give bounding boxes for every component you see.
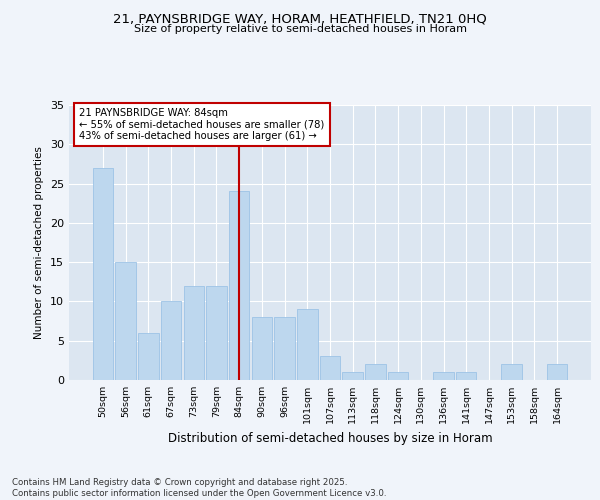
Bar [93,168,113,380]
Bar [251,317,272,380]
Text: Contains HM Land Registry data © Crown copyright and database right 2025.
Contai: Contains HM Land Registry data © Crown c… [12,478,386,498]
Bar [115,262,136,380]
Bar [297,310,317,380]
Bar [365,364,386,380]
Bar [229,192,250,380]
Y-axis label: Number of semi-detached properties: Number of semi-detached properties [34,146,44,339]
Bar [138,333,158,380]
Bar [456,372,476,380]
Bar [206,286,227,380]
Bar [547,364,567,380]
Bar [433,372,454,380]
Text: 21 PAYNSBRIDGE WAY: 84sqm
← 55% of semi-detached houses are smaller (78)
43% of : 21 PAYNSBRIDGE WAY: 84sqm ← 55% of semi-… [79,108,325,141]
X-axis label: Distribution of semi-detached houses by size in Horam: Distribution of semi-detached houses by … [167,432,493,444]
Bar [502,364,522,380]
Bar [161,302,181,380]
Bar [388,372,409,380]
Bar [320,356,340,380]
Text: 21, PAYNSBRIDGE WAY, HORAM, HEATHFIELD, TN21 0HQ: 21, PAYNSBRIDGE WAY, HORAM, HEATHFIELD, … [113,12,487,26]
Text: Size of property relative to semi-detached houses in Horam: Size of property relative to semi-detach… [133,24,467,34]
Bar [274,317,295,380]
Bar [184,286,204,380]
Bar [343,372,363,380]
